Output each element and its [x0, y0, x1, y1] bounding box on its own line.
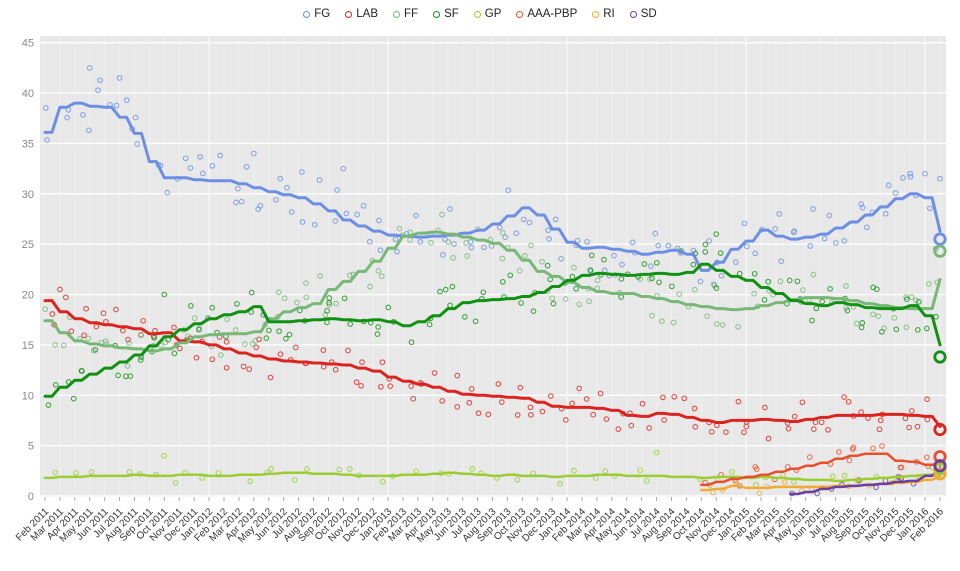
legend-label: AAA-PBP — [527, 8, 578, 20]
legend-marker-icon — [473, 10, 481, 18]
poll-scatter-points — [42, 65, 943, 497]
legend-label: FF — [404, 8, 419, 20]
legend-label: LAB — [356, 8, 378, 20]
y-tick-label: 10 — [22, 390, 34, 402]
trend-lines — [43, 101, 942, 496]
y-tick-label: 0 — [28, 491, 34, 503]
y-tick-label: 5 — [28, 441, 34, 453]
legend-label: SF — [444, 8, 459, 20]
legend-marker-icon — [629, 10, 637, 18]
legend-marker-icon — [516, 10, 524, 18]
legend-label: FG — [314, 8, 331, 20]
scatter-FG — [42, 65, 943, 288]
y-tick-label: 25 — [22, 239, 34, 251]
scatter-LAB — [49, 286, 931, 442]
election-result-FF — [933, 244, 947, 258]
chart-legend: FG LAB FF SF GP AAA-PBP RI SD — [0, 8, 960, 20]
y-tick-label: 40 — [22, 88, 34, 100]
legend-item-LAB: LAB — [345, 8, 378, 20]
gridlines — [40, 36, 946, 501]
legend-item-FF: FF — [393, 8, 418, 20]
legend-label: SD — [640, 8, 657, 20]
trend-line-AAA-PBP — [700, 452, 942, 487]
legend-marker-icon — [433, 10, 441, 18]
legend-marker-icon — [393, 10, 400, 18]
legend-marker-icon — [303, 10, 311, 18]
trend-line-SD — [789, 466, 942, 496]
election-result-SD — [933, 459, 947, 473]
election-result-LAB — [933, 422, 947, 437]
y-tick-label: 45 — [22, 38, 34, 50]
legend-label: GP — [484, 8, 502, 20]
legend-item-SF: SF — [433, 8, 459, 20]
trend-line-LAB — [43, 299, 942, 428]
y-tick-label: 35 — [22, 138, 34, 150]
election-result-markers — [933, 232, 947, 481]
trend-line-FG — [43, 101, 942, 272]
election-result-FG — [933, 232, 947, 246]
legend-item-FG: FG — [303, 8, 330, 20]
legend-item-GP: GP — [473, 8, 502, 20]
legend-marker-icon — [592, 10, 600, 18]
trend-line-GP — [43, 471, 942, 483]
y-tick-label: 15 — [22, 340, 34, 352]
election-result-RI — [933, 467, 947, 481]
trend-line-SF — [43, 262, 942, 398]
legend-item-AAA-PBP: AAA-PBP — [516, 8, 577, 20]
legend-item-RI: RI — [592, 8, 615, 20]
y-tick-label: 30 — [22, 189, 34, 201]
legend-item-SD: SD — [629, 8, 657, 20]
election-result-SF — [933, 350, 947, 364]
y-tick-label: 20 — [22, 290, 34, 302]
legend-marker-icon — [345, 10, 353, 18]
legend-label: RI — [603, 8, 615, 20]
